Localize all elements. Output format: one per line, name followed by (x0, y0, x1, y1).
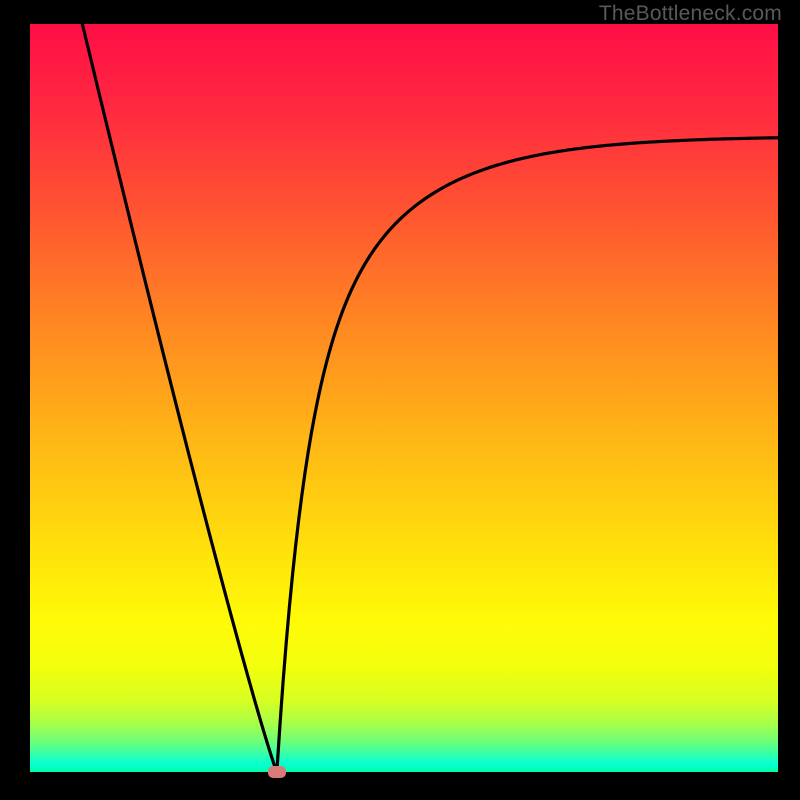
bottleneck-chart (0, 0, 800, 800)
chart-canvas: { "watermark": { "text": "TheBottleneck.… (0, 0, 800, 800)
plot-background (30, 24, 778, 772)
watermark-text: TheBottleneck.com (599, 2, 782, 26)
